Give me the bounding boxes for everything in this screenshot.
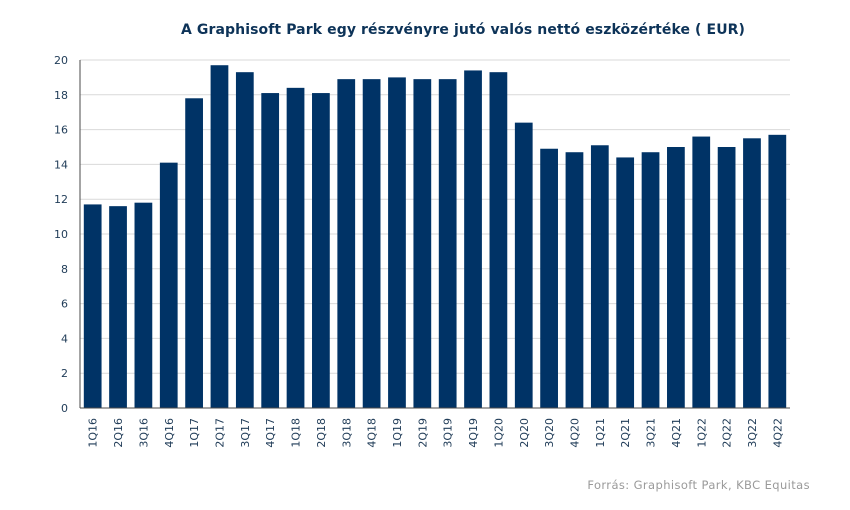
x-tick-label: 2Q22 <box>721 418 734 448</box>
bar-3Q22 <box>743 138 761 409</box>
y-tick-label: 6 <box>61 298 68 311</box>
x-tick-label: 2Q20 <box>518 418 531 448</box>
bar-3Q20 <box>540 148 558 409</box>
bar-3Q17 <box>235 72 254 409</box>
y-tick-labels: 0 2 4 6 8 10 12 14 16 18 20 <box>54 54 68 415</box>
bar-2Q21 <box>616 157 635 408</box>
x-tick-label: 4Q18 <box>366 418 379 448</box>
bar-2Q18 <box>312 93 330 408</box>
bar-4Q22 <box>768 134 787 408</box>
bar-2Q22 <box>717 147 736 408</box>
x-tick-label: 3Q19 <box>442 418 455 448</box>
x-tick-label: 2Q16 <box>112 418 125 448</box>
x-tick-label: 1Q20 <box>492 418 505 448</box>
x-tick-label: 1Q21 <box>594 418 607 448</box>
y-tick-label: 12 <box>54 193 68 206</box>
bar-1Q21 <box>590 145 609 408</box>
bar-3Q19 <box>438 79 457 408</box>
y-tick-label: 0 <box>61 402 68 415</box>
bar-3Q16 <box>134 202 153 408</box>
x-tick-label: 4Q22 <box>771 418 784 448</box>
y-tick-label: 14 <box>54 158 68 171</box>
y-tick-label: 18 <box>54 89 68 102</box>
x-tick-label: 3Q18 <box>340 418 353 448</box>
x-tick-label: 2Q19 <box>416 418 429 448</box>
x-tick-label: 1Q17 <box>188 418 201 448</box>
x-tick-label: 2Q18 <box>315 418 328 448</box>
source-note: Forrás: Graphisoft Park, KBC Equitas <box>587 478 810 492</box>
x-tick-label: 2Q21 <box>619 418 632 448</box>
bar-3Q18 <box>337 79 356 408</box>
x-tick-label: 3Q17 <box>239 418 252 448</box>
y-tick-label: 8 <box>61 263 68 276</box>
chart-title: A Graphisoft Park egy részvényre jutó va… <box>180 22 746 38</box>
bar-4Q16 <box>159 162 178 408</box>
x-tick-label: 1Q16 <box>87 418 100 448</box>
x-tick-label: 3Q22 <box>746 418 759 448</box>
y-tick-label: 16 <box>54 124 68 137</box>
bar-1Q18 <box>286 87 305 408</box>
bar-3Q21 <box>641 152 660 408</box>
x-tick-label: 2Q17 <box>213 418 226 448</box>
bar-4Q21 <box>667 147 685 408</box>
x-tick-label: 1Q18 <box>290 418 303 448</box>
y-tick-label: 4 <box>61 332 68 345</box>
bar-4Q17 <box>261 93 280 408</box>
y-tick-label: 10 <box>54 228 68 241</box>
bar-1Q17 <box>185 98 203 408</box>
x-tick-label: 4Q20 <box>568 418 581 448</box>
x-tick-label: 4Q16 <box>163 418 176 448</box>
bar-2Q20 <box>514 122 533 408</box>
x-tick-label: 4Q21 <box>670 418 683 448</box>
bar-4Q20 <box>565 152 584 408</box>
y-tick-label: 2 <box>61 367 68 380</box>
x-tick-label: 3Q16 <box>137 418 150 448</box>
bar-1Q19 <box>388 77 406 409</box>
bar-2Q16 <box>109 206 127 408</box>
bar-2Q17 <box>210 65 229 408</box>
x-tick-label: 4Q17 <box>264 418 277 448</box>
x-tick-label: 3Q21 <box>645 418 658 448</box>
bars <box>83 65 787 409</box>
bar-1Q22 <box>692 136 711 408</box>
axes <box>79 60 790 409</box>
x-tick-label: 1Q22 <box>695 418 708 448</box>
x-tick-label: 4Q19 <box>467 418 480 448</box>
x-tick-label: 3Q20 <box>543 418 556 448</box>
x-tick-labels: 1Q16 2Q16 3Q16 4Q16 1Q17 2Q17 3Q17 4Q17 1Q18 2Q18… <box>87 418 785 448</box>
bar-1Q16 <box>83 204 102 408</box>
x-tick-label: 1Q19 <box>391 418 404 448</box>
bar-1Q20 <box>489 72 508 409</box>
bar-2Q19 <box>413 79 432 408</box>
bar-4Q19 <box>464 70 482 408</box>
y-tick-label: 20 <box>54 54 68 67</box>
bar-4Q18 <box>362 79 381 408</box>
